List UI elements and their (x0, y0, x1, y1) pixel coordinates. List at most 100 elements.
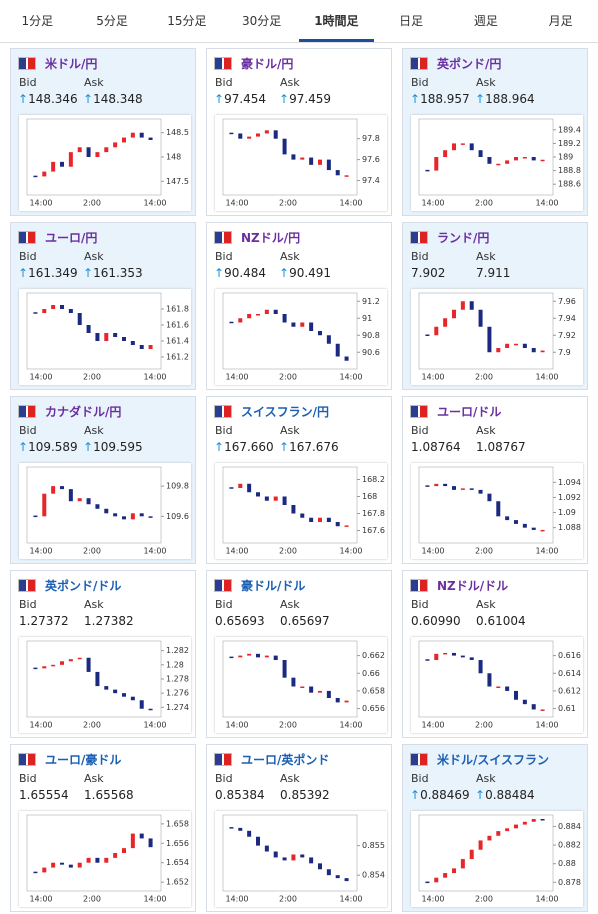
x-tick-label: 14:00 (143, 547, 166, 556)
bid-label: Bid (215, 598, 233, 611)
pair-name[interactable]: カナダドル/円 (45, 405, 122, 419)
candle (309, 322, 314, 331)
pair-name[interactable]: 米ドル/円 (45, 57, 98, 71)
candle (60, 161, 64, 167)
candle (318, 517, 322, 522)
bid-value: 148.346 (28, 92, 78, 106)
quote-card[interactable]: 英ポンド/ドル Bid Ask 1.27372 1.27382 1.274 1.276 1.2… (10, 570, 196, 738)
candle (443, 483, 448, 487)
pair-name[interactable]: ユーロ/ドル (437, 405, 502, 419)
ask-value-box: 1.65568 (84, 788, 134, 802)
tab[interactable]: 5分足 (96, 14, 128, 28)
up-arrow: ↑ (214, 92, 225, 106)
quote-card[interactable]: スイスフラン/円 Bid Ask ↑167.660 ↑167.676 167.6 167.8… (206, 396, 392, 564)
y-tick-label: 189.2 (558, 139, 581, 148)
candle (469, 143, 474, 151)
y-tick-label: 0.66 (362, 669, 380, 678)
candle (95, 152, 100, 157)
pair-name[interactable]: NZドル/ドル (437, 579, 509, 593)
up-arrow: ↑ (279, 266, 290, 280)
candle (42, 867, 47, 873)
quote-card[interactable]: 米ドル/円 Bid Ask ↑148.346 ↑148.348 147.5 148 148.5… (10, 48, 196, 216)
quote-card[interactable]: 英ポンド/円 Bid Ask ↑188.957 ↑188.964 188.6 188.8 18… (402, 48, 588, 216)
plot-frame (222, 118, 358, 196)
bid-label: Bid (411, 424, 429, 437)
candle (130, 513, 135, 520)
candle (478, 150, 483, 157)
mini-chart: 0.656 0.658 0.66 0.662 14:00 2:00 14:00 (215, 637, 387, 733)
candle (291, 677, 296, 687)
quote-card[interactable]: 豪ドル/ドル Bid Ask 0.65693 0.65697 0.656 0.658 0.66… (206, 570, 392, 738)
candle (540, 709, 545, 711)
candle (514, 690, 518, 700)
candle (326, 690, 331, 698)
candle (434, 483, 439, 487)
candle (238, 655, 243, 658)
candle (540, 529, 545, 532)
quote-card[interactable]: ランド/円 Bid Ask 7.902 7.911 7.9 7.92 7.94 7.96 14:0… (402, 222, 588, 390)
candle (247, 483, 252, 493)
quote-card[interactable]: ユーロ/英ポンド Bid Ask 0.85384 0.85392 0.854 0.855 14… (206, 744, 392, 912)
quote-card[interactable]: NZドル/円 Bid Ask ↑90.484 ↑90.491 90.6 90.8 91 91.2… (206, 222, 392, 390)
candle (238, 483, 243, 488)
bid-value: 0.60990 (411, 614, 461, 628)
pair-name[interactable]: 豪ドル/円 (241, 57, 294, 71)
pair-name[interactable]: ユーロ/英ポンド (241, 753, 330, 767)
candle (51, 161, 56, 172)
tab[interactable]: 30分足 (241, 14, 282, 28)
candle (452, 486, 456, 490)
candle (505, 160, 510, 164)
pair-name[interactable]: 豪ドル/ドル (241, 579, 306, 593)
candle (148, 137, 153, 140)
mini-chart: 7.9 7.92 7.94 7.96 14:00 2:00 14:00 (411, 289, 583, 385)
flag (18, 579, 36, 592)
x-tick-label: 2:00 (475, 199, 493, 208)
x-tick-label: 14:00 (29, 373, 52, 382)
candle (273, 309, 278, 314)
quote-card[interactable]: NZドル/ドル Bid Ask 0.60990 0.61004 0.61 0.612 0.61… (402, 570, 588, 738)
candle (122, 693, 126, 697)
y-tick-label: 0.656 (362, 704, 385, 713)
candle (522, 343, 527, 348)
pair-name[interactable]: 米ドル/スイスフラン (437, 753, 550, 767)
quote-card[interactable]: ユーロ/ドル Bid Ask 1.08764 1.08767 1.088 1.09 1.092… (402, 396, 588, 564)
candle (256, 836, 260, 846)
tab[interactable]: 日足 (399, 14, 424, 28)
pair-name[interactable]: 英ポンド/ドル (45, 579, 122, 593)
bid-label: Bid (215, 76, 233, 89)
quote-card[interactable]: 米ドル/スイスフラン Bid Ask ↑0.88469 ↑0.88484 0.878 0.8… (402, 744, 588, 912)
bid-value-box: ↑167.660 (214, 440, 274, 454)
tab[interactable]: 1分足 (21, 14, 54, 28)
candle (291, 505, 296, 514)
pair-name[interactable]: ランド/円 (437, 231, 490, 245)
bid-label: Bid (19, 76, 37, 89)
ask-value-box: ↑148.348 (83, 92, 143, 106)
pair-name[interactable]: スイスフラン/円 (241, 405, 330, 419)
pair-name[interactable]: ユーロ/円 (45, 231, 98, 245)
candle (139, 132, 144, 138)
tab[interactable]: 月足 (548, 14, 573, 28)
quote-card[interactable]: ユーロ/豪ドル Bid Ask 1.65554 1.65568 1.652 1.654 1.6… (10, 744, 196, 912)
candle (273, 130, 278, 139)
candle (130, 341, 135, 345)
bid-value-box: ↑148.346 (18, 92, 78, 106)
y-tick-label: 168.2 (362, 475, 385, 484)
candle (77, 862, 82, 868)
y-tick-label: 1.094 (558, 478, 581, 487)
tab[interactable]: 1時間足 (299, 0, 374, 42)
pair-name[interactable]: 英ポンド/円 (437, 57, 502, 71)
plot-frame (222, 814, 358, 892)
candle (256, 653, 260, 658)
candle (122, 848, 126, 853)
plot-frame (418, 292, 554, 370)
quote-card[interactable]: カナダドル/円 Bid Ask ↑109.589 ↑109.595 109.6 109.8 1… (10, 396, 196, 564)
pair-name[interactable]: ユーロ/豪ドル (45, 753, 122, 767)
pair-name[interactable]: NZドル/円 (241, 231, 301, 245)
tab[interactable]: 15分足 (167, 14, 207, 28)
tab[interactable]: 週足 (473, 14, 498, 28)
bid-value: 7.902 (411, 266, 446, 280)
quote-card[interactable]: ユーロ/円 Bid Ask ↑161.349 ↑161.353 161.2 161.4 161… (10, 222, 196, 390)
x-tick-label: 14:00 (225, 199, 248, 208)
candle (478, 660, 483, 674)
quote-card[interactable]: 豪ドル/円 Bid Ask ↑97.454 ↑97.459 97.4 97.6 97.8 14:… (206, 48, 392, 216)
